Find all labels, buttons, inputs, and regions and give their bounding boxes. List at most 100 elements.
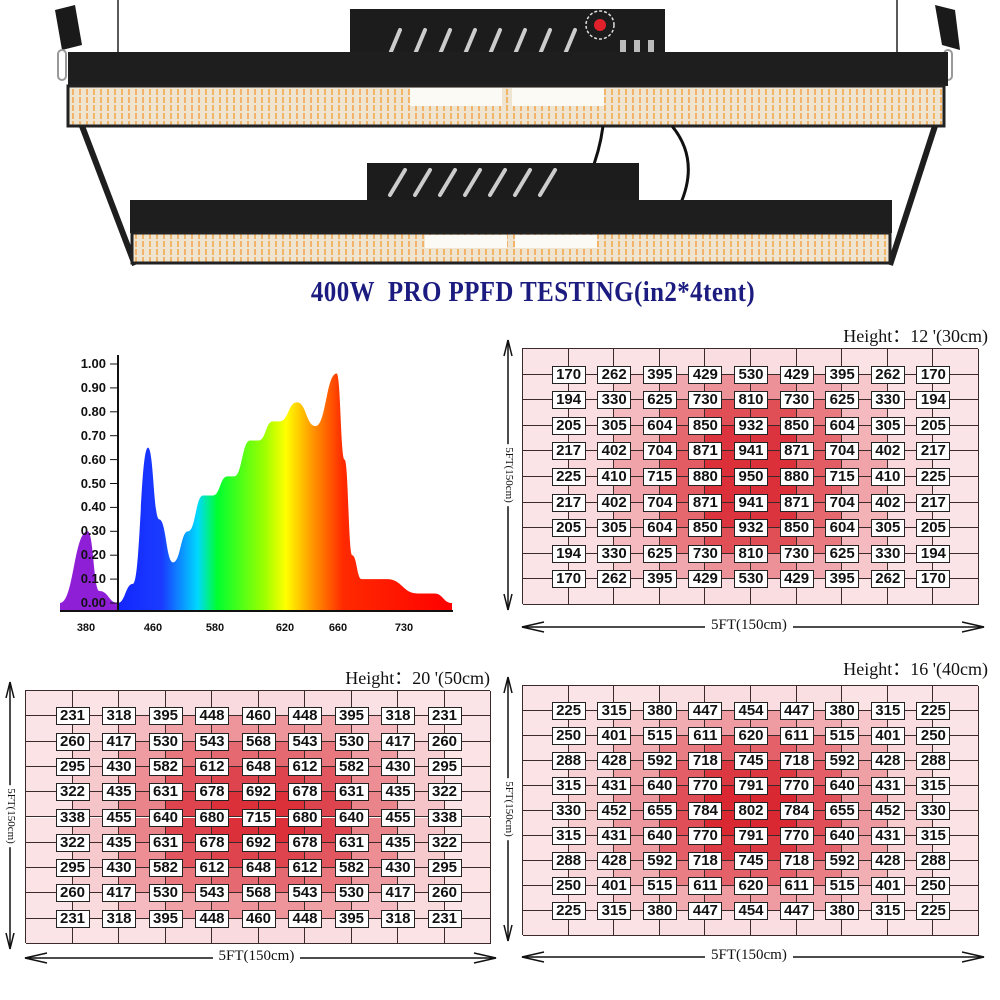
ppfd-value: 770 xyxy=(779,827,814,845)
ppfd-value: 288 xyxy=(551,752,586,770)
ppfd-value: 568 xyxy=(241,732,276,751)
ppfd-value: 395 xyxy=(642,570,677,589)
ppfd-value: 611 xyxy=(688,877,723,895)
ppfd-value: 454 xyxy=(734,702,768,720)
ppfd-value: 718 xyxy=(688,752,723,770)
ppfd-value: 850 xyxy=(688,519,723,538)
ppfd-value: 428 xyxy=(870,752,905,770)
x-tick-label: 460 xyxy=(143,622,163,634)
ppfd-value: 417 xyxy=(381,732,415,751)
ppfd-value: 295 xyxy=(55,757,90,776)
ppfd-value: 447 xyxy=(779,702,814,720)
ppfd-value: 431 xyxy=(597,827,632,845)
width-label: 5FT(150cm) xyxy=(705,947,793,964)
height-label: Height：16 '(40cm) xyxy=(843,659,988,679)
ppfd-value: 250 xyxy=(916,877,951,895)
ppfd-value: 395 xyxy=(148,707,183,726)
ppfd-value: 452 xyxy=(870,802,905,820)
ppfd-value: 715 xyxy=(825,468,860,486)
ppfd-value: 448 xyxy=(195,909,229,928)
ppfd-value: 810 xyxy=(734,544,768,563)
ppfd-value: 315 xyxy=(551,827,586,845)
ppfd-value: 435 xyxy=(102,833,136,852)
ppfd-value: 225 xyxy=(916,702,951,720)
ppfd-value: 770 xyxy=(779,777,814,795)
ppfd-value: 395 xyxy=(642,365,677,384)
ppfd-value: 582 xyxy=(148,757,183,776)
x-tick-label: 660 xyxy=(328,622,348,634)
x-tick-label: 730 xyxy=(394,622,414,634)
ppfd-value: 515 xyxy=(642,877,677,895)
ppfd-value: 543 xyxy=(195,732,229,751)
ppfd-value: 680 xyxy=(288,808,322,827)
ppfd-value: 592 xyxy=(825,852,860,870)
ppfd-value: 205 xyxy=(916,416,951,435)
ppfd-value: 515 xyxy=(825,877,860,895)
ppfd-value: 718 xyxy=(779,752,814,770)
ppfd-value: 850 xyxy=(688,416,723,435)
ppfd-value: 611 xyxy=(688,727,723,745)
heat-cell xyxy=(933,686,979,711)
light-bar-bottom xyxy=(130,200,892,265)
side-rails xyxy=(79,124,938,267)
height-label: Height：12 '(30cm) xyxy=(843,326,988,346)
height-label: Height：20 '(50cm) xyxy=(345,668,490,688)
ppfd-value: 315 xyxy=(551,777,586,795)
ppfd-value: 380 xyxy=(642,902,677,920)
ppfd-value: 625 xyxy=(642,544,677,563)
ppfd-value: 380 xyxy=(825,702,860,720)
ppfd-value: 592 xyxy=(642,752,677,770)
ppfd-value: 447 xyxy=(688,902,723,920)
ppfd-value: 715 xyxy=(642,468,677,486)
ppfd-value: 582 xyxy=(148,859,183,878)
ppfd-value: 402 xyxy=(597,493,632,512)
ppfd-value: 431 xyxy=(870,827,905,845)
ppfd-value: 460 xyxy=(241,909,276,928)
y-tick-label: 0.40 xyxy=(80,499,106,515)
ppfd-value: 305 xyxy=(870,416,905,435)
ppfd-value: 318 xyxy=(102,707,136,726)
ppfd-value: 515 xyxy=(642,727,677,745)
ppfd-value: 205 xyxy=(916,519,951,538)
x-tick-label: 580 xyxy=(205,622,225,634)
ppfd-value: 704 xyxy=(642,493,677,512)
spectrum-area xyxy=(60,373,453,610)
ppfd-value: 194 xyxy=(551,391,586,410)
ppfd-value: 330 xyxy=(597,544,632,563)
ppfd-value: 612 xyxy=(288,757,322,776)
ppfd-value: 625 xyxy=(642,391,677,410)
ppfd-value: 250 xyxy=(916,727,951,745)
ppfd-value: 452 xyxy=(597,802,632,820)
ppfd-value: 530 xyxy=(334,884,369,903)
ppfd-value: 871 xyxy=(688,442,723,461)
ppfd-value: 678 xyxy=(288,833,322,852)
ppfd-value: 170 xyxy=(551,365,586,384)
ppfd-value: 330 xyxy=(870,391,905,410)
ppfd-value: 262 xyxy=(870,570,905,589)
ppfd-value: 640 xyxy=(148,808,183,827)
ppfd-value: 515 xyxy=(825,727,860,745)
ppfd-value: 225 xyxy=(916,902,951,920)
driver-box-bottom xyxy=(367,163,639,201)
y-tick-label: 0.30 xyxy=(80,523,106,539)
ppfd-value: 704 xyxy=(642,442,677,461)
ppfd-value: 530 xyxy=(734,570,768,589)
ppfd-value: 250 xyxy=(551,727,586,745)
depth-label: 5FT(150cm) xyxy=(502,444,515,506)
ppfd-value: 395 xyxy=(334,707,369,726)
ppfd-value: 718 xyxy=(688,852,723,870)
ppfd-value: 631 xyxy=(148,833,183,852)
ppfd-value: 194 xyxy=(551,544,586,563)
ppfd-value: 429 xyxy=(688,365,723,384)
ppfd-value: 810 xyxy=(734,391,768,410)
ppfd-value: 217 xyxy=(916,442,951,461)
ppfd-value: 429 xyxy=(779,570,814,589)
y-tick-label: 0.10 xyxy=(80,571,106,587)
ppfd-value: 318 xyxy=(381,909,415,928)
ppfd-value: 194 xyxy=(916,391,951,410)
x-tick-label: 380 xyxy=(76,622,96,634)
ppfd-value: 410 xyxy=(597,468,632,486)
ppfd-value: 678 xyxy=(195,833,229,852)
ppfd-value: 791 xyxy=(734,827,768,845)
